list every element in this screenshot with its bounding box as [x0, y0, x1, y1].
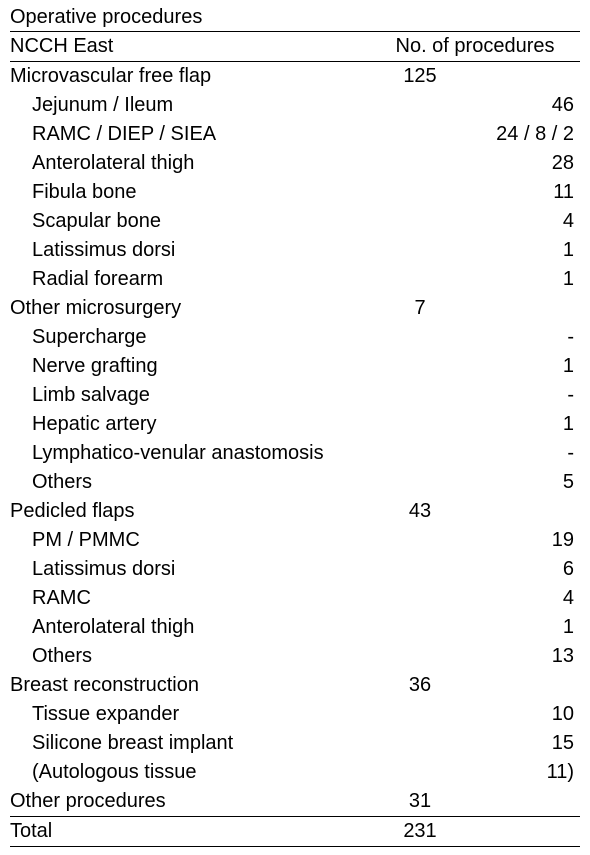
item-row: Fibula bone 11	[10, 178, 580, 207]
item-value: 4	[492, 587, 580, 610]
section-row: Breast reconstruction36	[10, 671, 580, 700]
procedures-table: Operative procedures NCCH East No. of pr…	[0, 0, 590, 855]
item-row: Others 13	[10, 642, 580, 671]
section-label: Other microsurgery	[10, 297, 370, 320]
item-label: Others	[10, 471, 392, 494]
item-value: 1	[492, 268, 580, 291]
item-label: Silicone breast implant	[10, 732, 392, 755]
section-count: 125	[370, 65, 470, 88]
item-row: Lymphatico-venular anastomosis -	[10, 439, 580, 468]
item-row: RAMC / DIEP / SIEA 24 / 8 / 2	[10, 120, 580, 149]
item-row: Supercharge -	[10, 323, 580, 352]
section-label: Microvascular free flap	[10, 65, 370, 88]
item-label: Anterolateral thigh	[10, 616, 392, 639]
item-label: Radial forearm	[10, 268, 392, 291]
item-value: 10	[492, 703, 580, 726]
item-value: 1	[492, 413, 580, 436]
item-label: Hepatic artery	[10, 413, 392, 436]
item-label: RAMC	[10, 587, 392, 610]
item-row: Latissimus dorsi 6	[10, 555, 580, 584]
section-count: 43	[370, 500, 470, 523]
item-row: Jejunum / Ileum 46	[10, 91, 580, 120]
item-value: 28	[492, 152, 580, 175]
item-row: Anterolateral thigh 28	[10, 149, 580, 178]
total-label: Total	[10, 820, 370, 843]
item-value: 13	[492, 645, 580, 668]
item-row: Limb salvage -	[10, 381, 580, 410]
item-row: Radial forearm 1	[10, 265, 580, 294]
item-label: Lymphatico-venular anastomosis	[10, 442, 392, 465]
section-row: Microvascular free flap125	[10, 62, 580, 91]
item-value: 19	[492, 529, 580, 552]
section-row: Other microsurgery7	[10, 294, 580, 323]
total-value: 231	[370, 820, 470, 843]
item-label: Jejunum / Ileum	[10, 94, 392, 117]
item-value: 24 / 8 / 2	[492, 123, 580, 146]
item-label: Others	[10, 645, 392, 668]
item-label: (Autologous tissue	[10, 761, 392, 784]
item-row: Nerve grafting 1	[10, 352, 580, 381]
item-value: 1	[492, 616, 580, 639]
item-label: Anterolateral thigh	[10, 152, 392, 175]
item-label: Supercharge	[10, 326, 392, 349]
item-value: 15	[492, 732, 580, 755]
item-label: Tissue expander	[10, 703, 392, 726]
header-right: No. of procedures	[370, 35, 580, 58]
item-value: 4	[492, 210, 580, 233]
item-value: -	[492, 442, 580, 465]
item-value: -	[492, 384, 580, 407]
table-title: Operative procedures	[10, 6, 202, 28]
item-value: 11)	[492, 761, 580, 784]
item-value: -	[492, 326, 580, 349]
section-label: Breast reconstruction	[10, 674, 370, 697]
item-row: Silicone breast implant 15	[10, 729, 580, 758]
table-title-row: Operative procedures	[10, 4, 580, 32]
item-row: Tissue expander 10	[10, 700, 580, 729]
section-count: 7	[370, 297, 470, 320]
header-left: NCCH East	[10, 35, 370, 58]
section-label: Pedicled flaps	[10, 500, 370, 523]
item-value: 1	[492, 239, 580, 262]
section-row: Other procedures31	[10, 787, 580, 816]
table-header-row: NCCH East No. of procedures	[10, 32, 580, 62]
item-row: PM / PMMC 19	[10, 526, 580, 555]
item-label: Latissimus dorsi	[10, 239, 392, 262]
item-row: Scapular bone 4	[10, 207, 580, 236]
item-row: Hepatic artery 1	[10, 410, 580, 439]
section-count: 31	[370, 790, 470, 813]
item-value: 5	[492, 471, 580, 494]
item-label: Latissimus dorsi	[10, 558, 392, 581]
item-label: Nerve grafting	[10, 355, 392, 378]
item-label: Scapular bone	[10, 210, 392, 233]
item-label: Fibula bone	[10, 181, 392, 204]
item-value: 46	[492, 94, 580, 117]
table-body: Microvascular free flap125Jejunum / Ileu…	[10, 62, 580, 816]
item-row: (Autologous tissue 11)	[10, 758, 580, 787]
item-row: Latissimus dorsi 1	[10, 236, 580, 265]
item-value: 6	[492, 558, 580, 581]
item-label: RAMC / DIEP / SIEA	[10, 123, 392, 146]
item-label: PM / PMMC	[10, 529, 392, 552]
section-row: Pedicled flaps43	[10, 497, 580, 526]
item-row: Anterolateral thigh 1	[10, 613, 580, 642]
item-value: 11	[492, 181, 580, 204]
section-count: 36	[370, 674, 470, 697]
item-row: Others 5	[10, 468, 580, 497]
section-label: Other procedures	[10, 790, 370, 813]
total-row: Total 231	[10, 816, 580, 847]
item-value: 1	[492, 355, 580, 378]
item-row: RAMC 4	[10, 584, 580, 613]
item-label: Limb salvage	[10, 384, 392, 407]
